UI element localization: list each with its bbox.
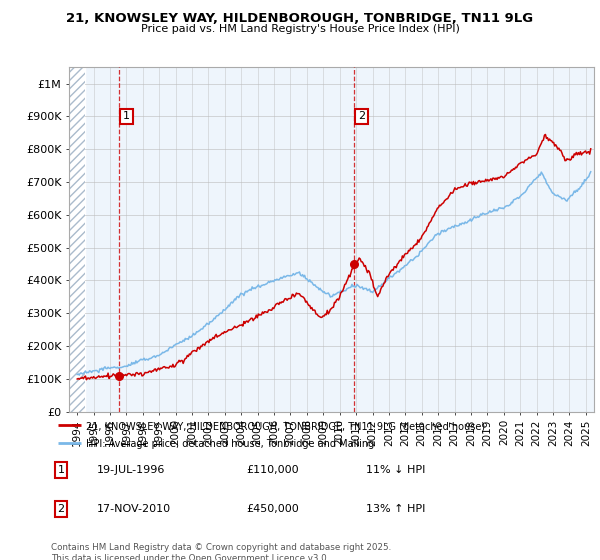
Text: 11% ↓ HPI: 11% ↓ HPI — [366, 465, 425, 475]
Text: 1: 1 — [58, 465, 65, 475]
Text: 2: 2 — [358, 111, 365, 122]
Text: HPI: Average price, detached house, Tonbridge and Malling: HPI: Average price, detached house, Tonb… — [86, 439, 374, 449]
Text: 2: 2 — [58, 504, 65, 514]
Text: 1: 1 — [123, 111, 130, 122]
Text: 19-JUL-1996: 19-JUL-1996 — [97, 465, 166, 475]
Text: £450,000: £450,000 — [247, 504, 299, 514]
Text: 21, KNOWSLEY WAY, HILDENBOROUGH, TONBRIDGE, TN11 9LG (detached house): 21, KNOWSLEY WAY, HILDENBOROUGH, TONBRID… — [86, 421, 485, 431]
Bar — [69, 67, 85, 412]
Text: Contains HM Land Registry data © Crown copyright and database right 2025.
This d: Contains HM Land Registry data © Crown c… — [51, 543, 391, 560]
Text: 21, KNOWSLEY WAY, HILDENBOROUGH, TONBRIDGE, TN11 9LG: 21, KNOWSLEY WAY, HILDENBOROUGH, TONBRID… — [67, 12, 533, 25]
Text: 17-NOV-2010: 17-NOV-2010 — [97, 504, 171, 514]
Bar — [69, 67, 85, 412]
Text: 13% ↑ HPI: 13% ↑ HPI — [366, 504, 425, 514]
Text: £110,000: £110,000 — [247, 465, 299, 475]
Text: Price paid vs. HM Land Registry's House Price Index (HPI): Price paid vs. HM Land Registry's House … — [140, 24, 460, 34]
